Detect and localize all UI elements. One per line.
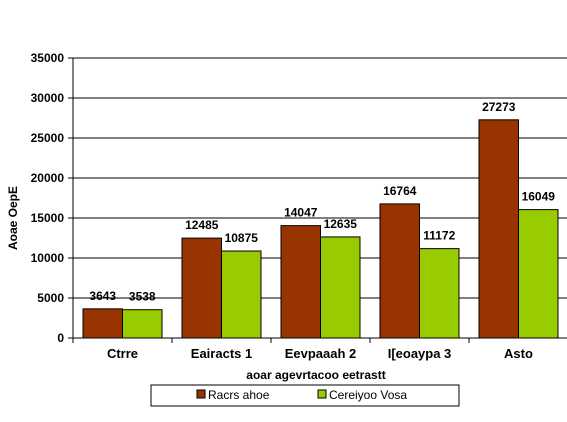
category-labels: Ctrre Eairacts 1 Eevpaaah 2 I[eoaypa 3 Asto [72, 338, 533, 361]
bar [320, 236, 361, 339]
category-label: I[eoaypa 3 [388, 346, 452, 361]
legend-box [150, 384, 460, 407]
data-label: 3643 [89, 289, 116, 303]
category-label: Ctrre [107, 346, 138, 361]
legend: Racrs ahoe Cereiyoo Vosa [150, 384, 460, 407]
data-label: 3538 [129, 290, 156, 304]
data-labels: 3643 3538 12485 10875 14047 12635 16764 11172 27… [89, 100, 555, 304]
bar [518, 209, 559, 339]
legend-swatch [196, 389, 206, 399]
bar [82, 308, 123, 339]
legend-entry: Cereiyoo Vosa [329, 388, 407, 402]
data-label: 10875 [225, 231, 259, 245]
bars [82, 119, 559, 339]
data-label: 14047 [284, 206, 318, 220]
data-label: 12635 [324, 217, 358, 231]
data-label: 16049 [522, 190, 556, 204]
bar [478, 119, 519, 339]
legend-entry: Racrs ahoe [208, 388, 270, 402]
axes [72, 58, 567, 339]
y-tick-label: 15000 [31, 211, 65, 225]
y-tick-label: 30000 [31, 91, 65, 105]
data-label: 16764 [383, 184, 417, 198]
bar [221, 250, 262, 339]
y-tick-label: 35000 [31, 51, 65, 65]
gridlines [73, 57, 567, 299]
y-tick-labels: 0 5000 10000 15000 20000 25000 30000 35000 [31, 51, 73, 345]
data-label: 11172 [423, 229, 455, 243]
legend-swatch [317, 389, 327, 399]
bar [419, 248, 460, 339]
y-tick-label: 0 [57, 331, 64, 345]
category-label: Eairacts 1 [191, 346, 252, 361]
x-axis-title: aoar agevrtacoo eetrastt [246, 368, 385, 382]
category-label: Eevpaaah 2 [285, 346, 357, 361]
bar [122, 309, 163, 339]
category-label: Asto [504, 346, 533, 361]
y-axis-title: Aoae OepE [6, 186, 20, 250]
bar [181, 237, 222, 339]
y-tick-label: 20000 [31, 171, 65, 185]
data-label: 27273 [482, 100, 516, 114]
y-tick-label: 10000 [31, 251, 65, 265]
y-tick-label: 25000 [31, 131, 65, 145]
bar [379, 203, 420, 339]
bar [280, 225, 321, 339]
data-label: 12485 [185, 218, 219, 232]
y-tick-label: 5000 [37, 291, 64, 305]
